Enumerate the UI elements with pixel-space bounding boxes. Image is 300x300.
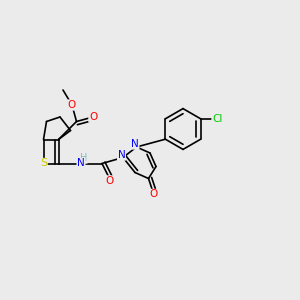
Text: O: O [89, 112, 97, 122]
Text: O: O [149, 189, 157, 200]
Text: O: O [68, 100, 76, 110]
Text: N: N [77, 158, 85, 169]
Text: S: S [40, 158, 47, 169]
Text: Cl: Cl [212, 114, 222, 124]
Text: H: H [80, 153, 87, 163]
Text: N: N [118, 150, 125, 160]
Text: O: O [105, 176, 114, 186]
Text: N: N [131, 139, 139, 149]
